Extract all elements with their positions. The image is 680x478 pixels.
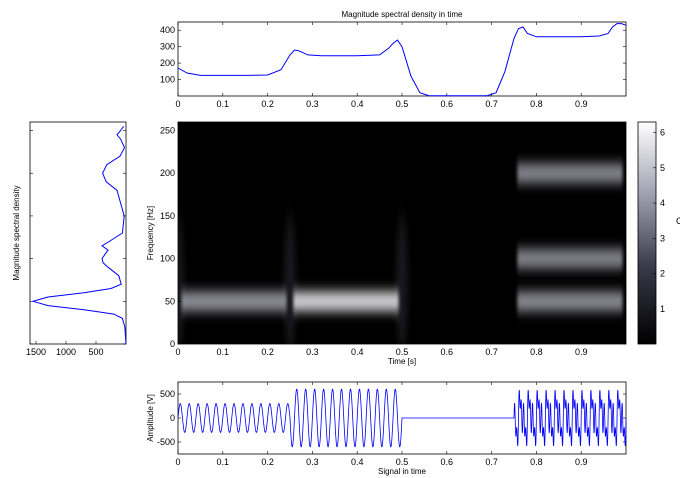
x-tick-label: 0.4 [351, 347, 364, 357]
x-tick-label: 0 [175, 347, 180, 357]
spectrogram-band-group [178, 162, 623, 344]
x-tick-label: 0.7 [485, 457, 498, 467]
x-tick-label: 1000 [56, 347, 76, 357]
left-series-line [31, 126, 127, 345]
bottom-x-ticks: 0 0.1 0.2 0.3 0.4 0.5 0.6 0.7 0.8 0.9 [175, 382, 587, 467]
x-tick-label: 0.8 [530, 347, 543, 357]
left-ylabel: Magnitude spectral density [12, 185, 21, 280]
x-tick-label: 0.9 [575, 347, 588, 357]
y-tick-label: 300 [160, 42, 175, 52]
bottom-y-ticks: 500 0 -500 [157, 389, 626, 447]
spectrogram-band [294, 296, 398, 307]
x-tick-label: 0.6 [441, 99, 454, 109]
colorbar: 1 2 3 4 5 6 C [637, 121, 680, 345]
y-tick-label: 100 [160, 75, 175, 85]
colorbar-tick-label: 3 [660, 233, 665, 243]
y-tick-label: 500 [160, 389, 175, 399]
bottom-signal-line [177, 388, 627, 448]
x-tick-label: 0.9 [575, 99, 588, 109]
spectrogram-bands [178, 162, 623, 344]
y-tick-label: -500 [157, 437, 175, 447]
top-y-ticks: 100 200 300 400 [160, 25, 626, 85]
x-tick-label: 0.7 [485, 347, 498, 357]
colorbar-tick-label: 6 [660, 128, 665, 138]
x-tick-label: 0.6 [441, 457, 454, 467]
x-tick-label: 0.4 [351, 99, 364, 109]
colorbar-tick-label: 1 [660, 304, 665, 314]
top-axes-box [177, 21, 627, 97]
x-tick-label: 0.2 [261, 457, 274, 467]
y-tick-label: 0 [170, 413, 175, 423]
y-tick-label: 200 [160, 58, 175, 68]
x-tick-label: 0.1 [217, 99, 230, 109]
left-axes-box [29, 121, 127, 345]
x-tick-label: 0.6 [441, 347, 454, 357]
x-tick-label: 1500 [26, 347, 46, 357]
top-title: Magnitude spectral density in time [342, 10, 464, 19]
spectrogram-band [182, 296, 286, 307]
y-tick-label: 250 [160, 126, 175, 136]
spectrogram-band [518, 168, 622, 179]
x-tick-label: 0.8 [530, 457, 543, 467]
spectrogram-band [518, 253, 622, 264]
y-tick-label: 400 [160, 25, 175, 35]
y-tick-label: 200 [160, 168, 175, 178]
spectrogram-panel: 0 0.1 0.2 0.3 0.4 0.5 0.6 0.7 0.8 0.9 0 50 100 150 20… [146, 121, 627, 366]
colorbar-gradient [637, 121, 657, 345]
top-series-line [177, 23, 627, 97]
colorbar-edge-label: C [676, 216, 680, 226]
x-tick-label: 0.3 [306, 99, 319, 109]
bottom-ylabel: Amplitude [V] [146, 394, 155, 442]
colorbar-tick-label: 4 [660, 198, 665, 208]
x-tick-label: 0.8 [530, 99, 543, 109]
x-tick-label: 0.1 [217, 457, 230, 467]
spectrogram-transition-flare [284, 214, 296, 344]
y-tick-label: 100 [160, 254, 175, 264]
spectrogram-ylabel: Frequency [Hz] [146, 206, 155, 260]
x-tick-label: 0 [175, 99, 180, 109]
x-tick-label: 0.3 [306, 457, 319, 467]
x-tick-label: 0.7 [485, 99, 498, 109]
x-tick-label: 0.9 [575, 457, 588, 467]
x-tick-label: 0.5 [396, 457, 409, 467]
y-tick-label: 50 [165, 296, 175, 306]
x-tick-label: 500 [88, 347, 103, 357]
x-tick-label: 0.2 [261, 347, 274, 357]
y-tick-label: 150 [160, 211, 175, 221]
colorbar-tick-label: 2 [660, 269, 665, 279]
colorbar-tick-label: 5 [660, 163, 665, 173]
x-tick-label: 0.5 [396, 347, 409, 357]
top-panel: Magnitude spectral density in time 0 0.1 0… [160, 10, 627, 109]
left-x-ticks: 1500 1000 500 [26, 341, 104, 357]
x-tick-label: 0.1 [217, 347, 230, 357]
x-tick-label: 0.4 [351, 457, 364, 467]
colorbar-ticks: 1 2 3 4 5 6 [653, 128, 665, 314]
bottom-xlabel: Signal in time [378, 467, 427, 476]
x-tick-label: 0.3 [306, 347, 319, 357]
x-tick-label: 0.2 [261, 99, 274, 109]
spectrogram-xlabel: Time [s] [388, 357, 416, 366]
top-x-ticks: 0 0.1 0.2 0.3 0.4 0.5 0.6 0.7 0.8 0.9 [175, 22, 587, 109]
y-tick-label: 0 [170, 339, 175, 349]
x-tick-label: 0.5 [396, 99, 409, 109]
spectrogram-x-ticks: 0 0.1 0.2 0.3 0.4 0.5 0.6 0.7 0.8 0.9 [175, 122, 587, 357]
x-tick-label: 0 [175, 457, 180, 467]
spectrogram-band [518, 296, 622, 307]
left-panel: 1500 1000 500 Magnitude spectral density [12, 121, 127, 357]
spectrogram-y-ticks: 0 50 100 150 200 250 [160, 126, 626, 349]
spectrogram-transition-flare [396, 214, 408, 344]
